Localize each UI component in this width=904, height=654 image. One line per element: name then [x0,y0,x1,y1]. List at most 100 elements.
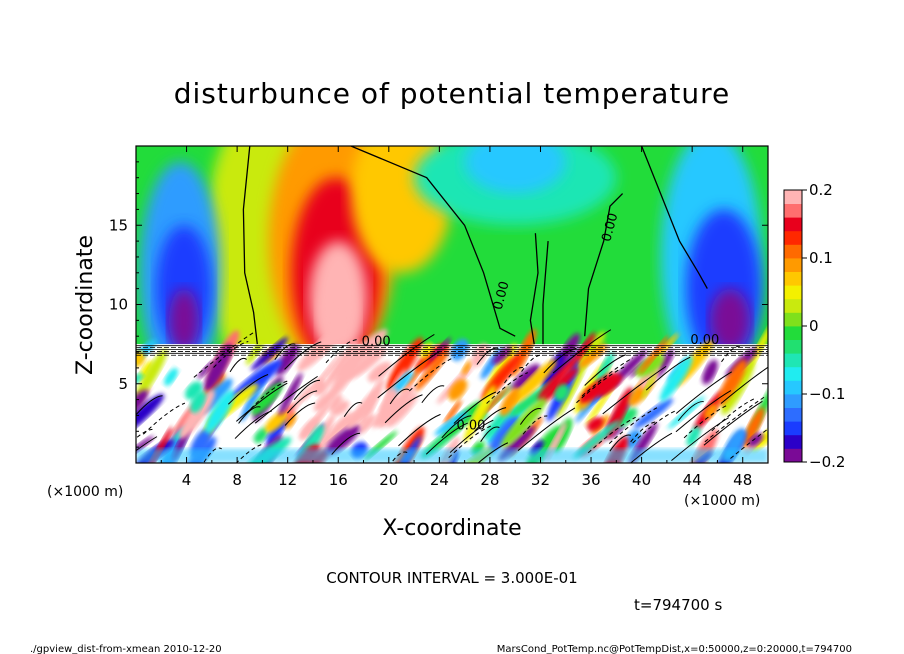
contour-line [543,347,577,374]
field-streak [499,387,520,417]
field-streak [328,394,343,412]
field-blob [709,288,751,353]
contour-line [284,402,316,426]
contour-line [542,241,549,345]
contour-line [390,451,408,463]
contour-line [284,341,322,370]
colorbar-label: −0.1 [809,385,845,403]
contour-labels: 0.00 0.00 0.00 0.00 0.00 [362,212,720,434]
field-streak [367,361,392,383]
contour-line [453,391,497,424]
field-streak [401,355,429,395]
lower-field [136,321,768,463]
contour-line [711,397,756,432]
field-streak [136,348,168,402]
colorbar-swatch [784,421,802,436]
colorbar-label: 0 [809,317,819,335]
field-streak [461,360,472,375]
field-streak [179,390,215,439]
field-streak [292,383,315,410]
field-streak [511,363,540,392]
colorbar-swatch [784,203,802,218]
contour-line [517,407,576,451]
contour-line [250,380,288,410]
x-tick-label: 20 [379,471,398,489]
field-streak [264,411,288,433]
contour-line [136,428,153,439]
contour-line [630,421,658,443]
field-streak [578,343,608,368]
colorbar-swatch [784,394,802,408]
x-tick-label: 12 [278,471,297,489]
x-tick-label: 8 [232,471,242,489]
contour-line [384,394,423,424]
field-streak [702,359,718,385]
field-streak [492,346,512,365]
colorbar-swatch [784,353,802,368]
colorbar-label: −0.2 [809,453,845,471]
field-streak [190,390,206,413]
x-tick-label: 44 [683,471,702,489]
field-streak [641,370,657,400]
contour-line [640,146,708,289]
contour-line [203,447,223,463]
field-streak [741,407,765,449]
field-streak [136,350,146,368]
colorbar-label: 0.1 [809,249,833,267]
field-band [136,448,768,463]
contour-line [675,371,733,414]
x-tick-label: 16 [329,471,348,489]
field-streak [448,379,468,401]
footer-left: ./gpview_dist-from-xmean 2010-12-20 [30,644,222,654]
field-streak [312,379,328,396]
field-streak [278,372,303,416]
field-streak [540,367,578,404]
colorbar-swatch [784,217,802,232]
y-tick-label: 10 [109,296,128,314]
contour-line [287,390,318,414]
contour-line [229,357,247,373]
field-streak [313,390,336,412]
field-blob [168,288,200,353]
field-streak [299,417,320,439]
colorbar-swatch [784,190,802,204]
contour-line [519,408,542,425]
contour-line [425,422,468,455]
x-tick-label: 28 [480,471,499,489]
contour-line [398,413,441,447]
colorbar-swatch [784,366,802,381]
colorbar-swatch [784,230,802,245]
field-streak [245,339,264,365]
field-streak [414,350,449,392]
colorbar-swatch [784,448,802,463]
field-streak [748,432,764,447]
contour-line [136,395,163,416]
field-streak [197,360,215,379]
colorbar-swatch [784,271,802,286]
colorbar-swatch [784,244,802,259]
field-streak [313,413,335,455]
contour-line [529,233,539,345]
contour-line [521,354,544,372]
colorbar: 0.2 0.1 0 −0.1 −0.2 [783,181,845,471]
colorbar-swatch [784,407,802,422]
contour-line [389,388,410,405]
colorbar-swatch [784,285,802,300]
contour-line [227,374,269,405]
contour-line [421,385,445,404]
field-streak [380,395,398,417]
field-streak [420,342,433,359]
x-tick-label: 36 [581,471,600,489]
field-streak [555,361,587,418]
field-streak [443,399,462,425]
field-streak [579,372,619,404]
contour-line [730,428,768,459]
y-axis: 5 10 15 [109,161,768,448]
contour-line [274,343,296,361]
footer-right: MarsCond_PotTemp.nc@PotTempDist,x=0:5000… [497,644,852,654]
contour-label: 0.00 [690,333,719,348]
field-streak [323,340,359,389]
contour-line [671,417,729,461]
field-streak [585,382,616,426]
contour-label: 0.00 [362,335,391,350]
